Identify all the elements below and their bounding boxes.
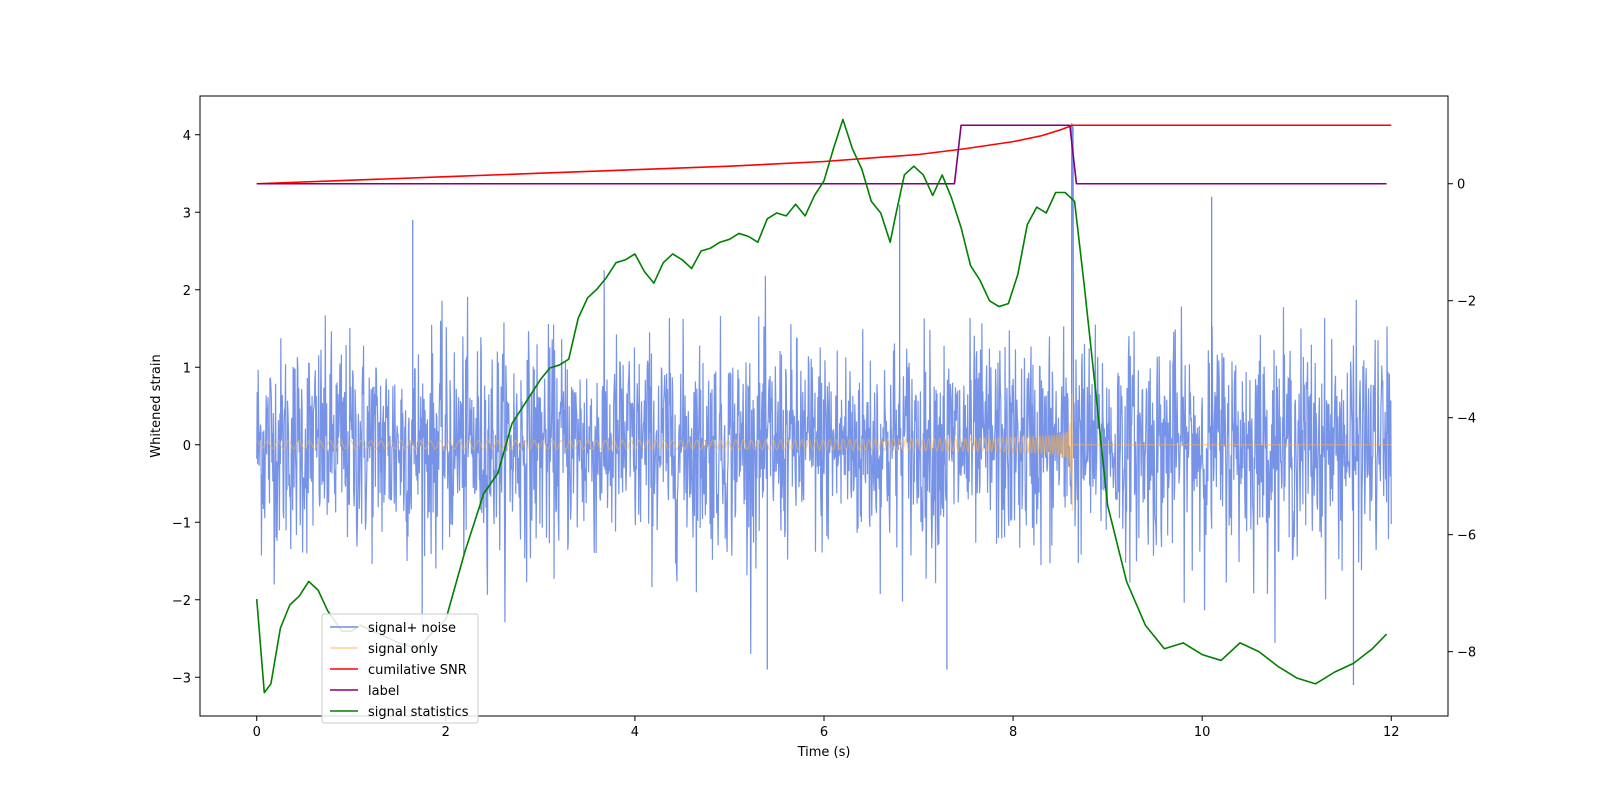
y2-tick-label: −6 [1457,529,1476,544]
legend-entry-label: signal only [368,642,438,657]
x-tick-label: 2 [442,725,450,740]
y-axis-right: −8 −6 −4 −2 0 [1448,178,1476,661]
y2-tick-label: −4 [1457,412,1476,427]
legend-entry-label: signal statistics [368,705,469,720]
y2-tick-label: −2 [1457,295,1476,310]
y-tick-label: 1 [183,361,191,376]
y-tick-label: −2 [172,594,191,609]
x-tick-label: 4 [631,725,639,740]
y-tick-label: 2 [183,284,191,299]
series-signal-plus-noise [256,126,1392,654]
y2-tick-label: −8 [1457,646,1476,661]
y-tick-label: 0 [183,439,191,454]
x-tick-label: 10 [1194,725,1211,740]
y-tick-label: 3 [183,206,191,221]
x-axis: 0 2 4 6 8 10 12 [253,716,1400,740]
legend-entry-label: label [368,684,399,699]
x-tick-label: 6 [820,725,828,740]
x-tick-label: 8 [1009,725,1017,740]
legend: signal+ noise signal only cumilative SNR la… [321,613,479,724]
x-axis-label: Time (s) [797,745,851,760]
series-signal-statistics [255,118,1388,694]
x-tick-label: 12 [1383,725,1400,740]
y-axis-label: Whitened strain [149,354,164,457]
legend-box [321,613,479,724]
x-tick-label: 0 [253,725,261,740]
y2-tick-label: 0 [1457,178,1465,193]
legend-entry-label: signal+ noise [368,621,456,636]
y-tick-label: −1 [172,516,191,531]
series-cumulative-snr [256,124,1392,185]
series-layer [255,118,1392,694]
y-tick-label: 4 [183,129,191,144]
y-axis-left: −3 −2 −1 0 1 2 3 4 [172,129,200,686]
series-signal-only [256,394,1392,511]
legend-entry-label: cumilative SNR [368,663,467,678]
y-tick-label: −3 [172,671,191,686]
series-label [256,124,1387,185]
